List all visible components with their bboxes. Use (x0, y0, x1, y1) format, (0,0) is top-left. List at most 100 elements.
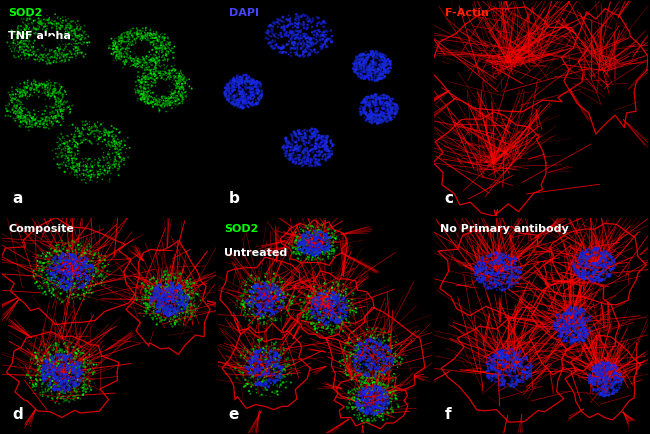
Point (350, 349, 361, 356)
Point (137, 280, 148, 287)
Point (251, 296, 261, 303)
Point (172, 313, 183, 320)
Point (495, 369, 505, 376)
Point (367, 388, 377, 395)
Point (252, 348, 262, 355)
Point (43, 276, 53, 283)
Point (258, 312, 268, 319)
Point (172, 308, 182, 315)
Point (55, 259, 65, 266)
Point (314, 319, 324, 326)
Point (176, 289, 186, 296)
Point (87, 128, 98, 135)
Point (585, 276, 595, 283)
Point (70, 379, 80, 386)
Point (365, 333, 376, 340)
Point (44, 39, 55, 46)
Point (240, 78, 251, 85)
Point (168, 102, 179, 109)
Point (62, 354, 72, 361)
Point (46, 82, 56, 89)
Point (111, 43, 122, 50)
Point (375, 62, 385, 69)
Point (38, 121, 48, 128)
Point (138, 296, 148, 303)
Point (380, 62, 390, 69)
Point (111, 158, 122, 165)
Point (146, 58, 157, 65)
Point (82, 274, 92, 281)
Point (22, 84, 32, 91)
Point (142, 76, 153, 82)
Point (358, 407, 368, 414)
Point (566, 317, 577, 324)
Point (248, 348, 259, 355)
Point (370, 91, 380, 98)
Point (558, 317, 569, 324)
Point (83, 175, 93, 182)
Point (519, 355, 529, 362)
Point (48, 36, 58, 43)
Point (72, 169, 83, 176)
Point (71, 353, 81, 360)
Point (272, 372, 283, 379)
Point (157, 34, 167, 41)
Point (21, 50, 32, 57)
Point (124, 30, 135, 36)
Point (278, 299, 288, 306)
Point (320, 312, 331, 319)
Point (352, 354, 363, 361)
Point (156, 317, 166, 324)
Point (53, 110, 63, 117)
Point (317, 246, 327, 253)
Point (167, 67, 177, 74)
Point (32, 56, 43, 63)
Point (374, 349, 385, 356)
Point (308, 17, 318, 24)
Point (81, 280, 91, 287)
Point (41, 39, 51, 46)
Point (309, 320, 319, 327)
Point (315, 229, 325, 236)
Point (377, 401, 387, 408)
Point (277, 44, 287, 51)
Point (309, 46, 319, 53)
Point (131, 61, 141, 68)
Point (363, 381, 374, 388)
Point (60, 389, 70, 396)
Point (610, 379, 621, 386)
Point (294, 129, 304, 136)
Point (170, 77, 181, 84)
Point (55, 99, 66, 106)
Point (296, 235, 307, 242)
Point (90, 149, 101, 156)
Point (337, 288, 347, 295)
Point (46, 362, 57, 368)
Point (375, 401, 385, 408)
Point (29, 101, 40, 108)
Point (153, 282, 164, 289)
Point (143, 100, 153, 107)
Point (151, 100, 161, 107)
Point (574, 319, 584, 326)
Point (552, 312, 562, 319)
Point (163, 299, 174, 306)
Point (143, 87, 153, 94)
Point (320, 307, 330, 314)
Point (78, 388, 88, 395)
Point (256, 364, 266, 371)
Point (570, 313, 580, 320)
Point (37, 122, 47, 128)
Point (121, 38, 131, 45)
Point (317, 139, 327, 146)
Point (513, 272, 523, 279)
Point (593, 369, 603, 376)
Point (253, 354, 263, 361)
Point (341, 292, 351, 299)
Point (55, 386, 65, 393)
Point (354, 401, 364, 408)
Point (494, 367, 504, 374)
Point (138, 299, 149, 306)
Point (300, 35, 311, 42)
Point (369, 51, 380, 58)
